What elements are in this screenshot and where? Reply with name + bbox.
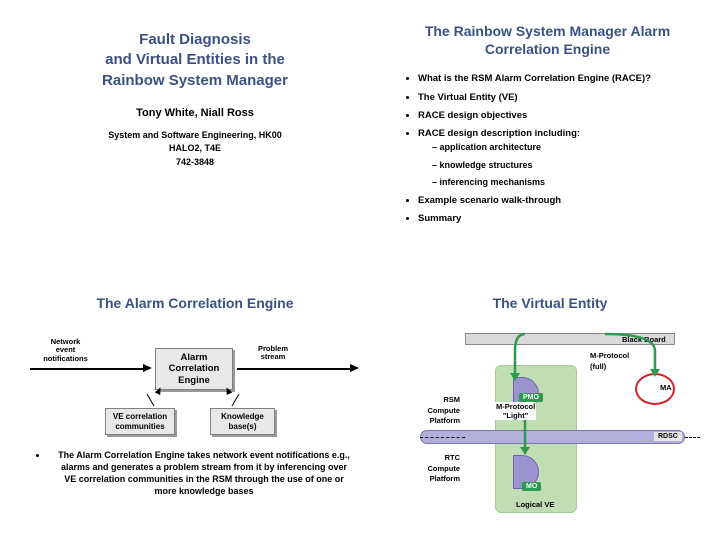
connector — [232, 394, 240, 407]
ve-box: VE correlation communities — [105, 408, 175, 435]
bullet: RACE design description including: appli… — [418, 127, 695, 190]
mproto-light: M-Protocol "Light" — [495, 402, 536, 420]
rsm-label: RSM Compute Platform — [420, 395, 460, 427]
ace-box: Alarm Correlation Engine — [155, 348, 233, 390]
mproto-full: M-Protocol (full) — [590, 351, 629, 371]
bullet-list: What is the RSM Alarm Correlation Engine… — [400, 72, 695, 226]
meta: System and Software Engineering, HK00 HA… — [45, 129, 345, 170]
output-label: Problem stream — [248, 345, 298, 362]
authors: Tony White, Niall Ross — [45, 107, 345, 119]
mo-label: MO — [522, 482, 541, 491]
bullet: What is the RSM Alarm Correlation Engine… — [418, 72, 695, 86]
green-arrows — [460, 331, 680, 411]
desc-list: The Alarm Correlation Engine takes netwo… — [30, 449, 360, 498]
logical-ve-label: Logical VE — [516, 500, 554, 509]
meta-line: 742-3848 — [45, 156, 345, 170]
ve-diagram: Black Board RDSC PMO MO MA M-Protocol — [400, 325, 700, 525]
ace-diagram: Network event notifications Alarm Correl… — [30, 323, 360, 443]
description: The Alarm Correlation Engine takes netwo… — [48, 449, 360, 498]
title: The Virtual Entity — [400, 295, 700, 311]
meta-line: System and Software Engineering, HK00 — [45, 129, 345, 143]
arrow-head — [143, 364, 152, 372]
bullet: The Virtual Entity (VE) — [418, 91, 695, 105]
sub-bullet: knowledge structures — [432, 159, 695, 173]
sub-list: application architecture knowledge struc… — [432, 141, 695, 190]
bullet: Summary — [418, 212, 695, 226]
input-label: Network event notifications — [38, 338, 93, 363]
dash-right — [685, 437, 700, 438]
kb-box: Knowledge base(s) — [210, 408, 275, 435]
title: The Alarm Correlation Engine — [30, 295, 360, 311]
bullet: Example scenario walk-through — [418, 194, 695, 208]
connector — [147, 394, 155, 407]
meta-line: HALO2, T4E — [45, 142, 345, 156]
slide-bottom-left: The Alarm Correlation Engine Network eve… — [30, 295, 360, 498]
sub-bullet: inferencing mechanisms — [432, 176, 695, 190]
title: The Rainbow System Manager Alarm Correla… — [400, 22, 695, 58]
rdsc-label: RDSC — [654, 432, 682, 441]
arrow — [30, 368, 145, 370]
connector-head — [155, 386, 163, 395]
title: Fault Diagnosis and Virtual Entities in … — [45, 30, 345, 91]
slide-top-right: The Rainbow System Manager Alarm Correla… — [400, 22, 695, 230]
bullet: RACE design objectives — [418, 109, 695, 123]
rtc-label: RTC Compute Platform — [420, 453, 460, 485]
slide-top-left: Fault Diagnosis and Virtual Entities in … — [45, 30, 345, 169]
dash-left — [420, 437, 465, 438]
arrow — [237, 368, 352, 370]
sub-bullet: application architecture — [432, 141, 695, 155]
arrow-head — [350, 364, 359, 372]
slide-bottom-right: The Virtual Entity Black Board RDSC PMO … — [400, 295, 700, 525]
